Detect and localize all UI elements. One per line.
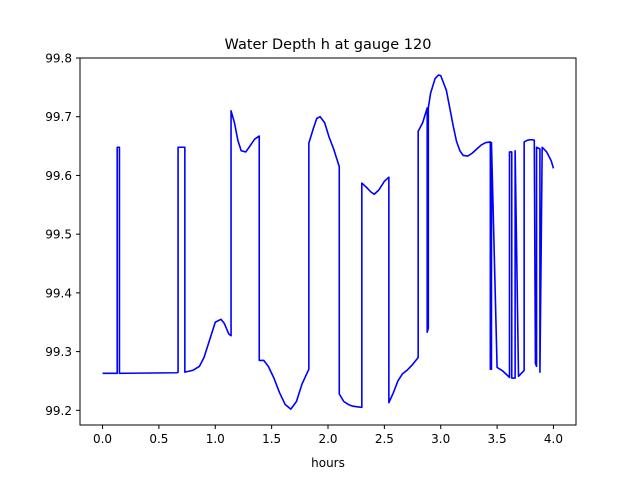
y-axis: 99.2 99.3 99.4 99.5 99.6 99.7 99.8: [45, 52, 80, 418]
series-line-water-depth: [102, 74, 555, 410]
plot-area: [102, 74, 555, 410]
x-tick-label: 4.0: [544, 432, 563, 446]
x-tick-label: 2.5: [375, 432, 394, 446]
y-tick-label: 99.3: [45, 345, 72, 359]
x-tick-label: 2.0: [318, 432, 337, 446]
x-tick-label: 3.5: [488, 432, 507, 446]
y-tick-label: 99.2: [45, 404, 72, 418]
x-axis-label: hours: [311, 456, 345, 470]
x-tick-label: 3.0: [431, 432, 450, 446]
y-tick-label: 99.7: [45, 110, 72, 124]
x-tick-label: 0.5: [149, 432, 168, 446]
y-tick-label: 99.8: [45, 52, 72, 66]
x-axis: 0.0 0.5 1.0 1.5 2.0 2.5 3.0 3.5 4.0: [93, 425, 563, 446]
x-tick-label: 1.5: [262, 432, 281, 446]
x-tick-label: 1.0: [206, 432, 225, 446]
y-tick-label: 99.4: [45, 286, 72, 300]
y-tick-label: 99.5: [45, 228, 72, 242]
x-tick-label: 0.0: [93, 432, 112, 446]
chart-title: Water Depth h at gauge 120: [225, 37, 432, 53]
y-tick-label: 99.6: [45, 169, 72, 183]
